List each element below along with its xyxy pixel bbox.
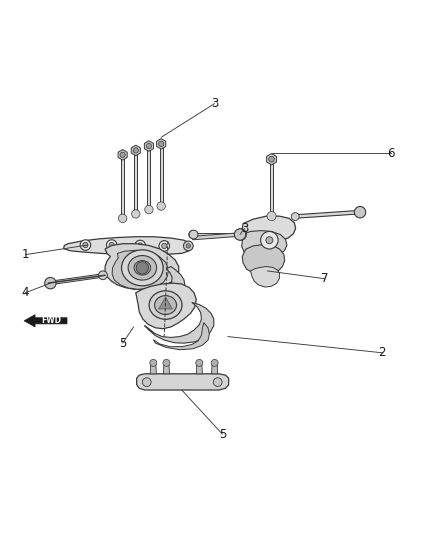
Polygon shape	[242, 245, 285, 275]
Circle shape	[150, 359, 157, 366]
Polygon shape	[164, 266, 185, 297]
Circle shape	[189, 230, 198, 239]
Polygon shape	[134, 153, 137, 214]
Circle shape	[163, 359, 170, 366]
Circle shape	[189, 231, 197, 238]
Circle shape	[196, 359, 203, 366]
Polygon shape	[195, 233, 238, 236]
Circle shape	[45, 278, 56, 289]
Circle shape	[142, 378, 151, 386]
Circle shape	[186, 244, 191, 248]
Ellipse shape	[121, 250, 163, 286]
Polygon shape	[112, 251, 169, 289]
Polygon shape	[270, 162, 273, 216]
Text: 5: 5	[119, 337, 126, 350]
Circle shape	[267, 212, 276, 221]
Polygon shape	[24, 314, 67, 327]
Circle shape	[269, 156, 274, 162]
Circle shape	[211, 359, 218, 366]
Circle shape	[133, 148, 138, 153]
Circle shape	[146, 143, 152, 149]
Text: 2: 2	[378, 346, 386, 359]
Circle shape	[291, 213, 299, 221]
Polygon shape	[196, 365, 202, 374]
Polygon shape	[105, 244, 179, 290]
Circle shape	[354, 206, 366, 218]
Circle shape	[213, 378, 222, 386]
Text: 1: 1	[21, 248, 29, 261]
Polygon shape	[193, 233, 240, 240]
Circle shape	[184, 241, 193, 251]
Polygon shape	[136, 283, 196, 329]
Polygon shape	[64, 237, 192, 255]
Polygon shape	[212, 365, 218, 374]
Text: 6: 6	[387, 147, 395, 160]
Polygon shape	[131, 145, 140, 156]
Circle shape	[131, 209, 140, 218]
Polygon shape	[251, 266, 279, 287]
Polygon shape	[294, 211, 359, 219]
Circle shape	[162, 243, 167, 248]
Polygon shape	[159, 147, 162, 206]
Ellipse shape	[134, 261, 151, 275]
Polygon shape	[242, 231, 287, 259]
Polygon shape	[49, 273, 104, 285]
Circle shape	[235, 229, 247, 240]
Circle shape	[145, 205, 153, 214]
Circle shape	[159, 141, 164, 147]
Text: 7: 7	[321, 272, 329, 285]
Circle shape	[159, 241, 170, 251]
Circle shape	[99, 271, 107, 280]
Text: 4: 4	[21, 286, 29, 300]
Circle shape	[136, 262, 148, 274]
Circle shape	[118, 214, 127, 222]
Polygon shape	[147, 149, 151, 209]
Circle shape	[120, 152, 125, 157]
Circle shape	[135, 240, 145, 251]
Polygon shape	[242, 216, 296, 242]
Circle shape	[138, 243, 143, 248]
Polygon shape	[137, 374, 229, 390]
Polygon shape	[145, 141, 153, 151]
Circle shape	[157, 202, 166, 210]
Circle shape	[109, 243, 114, 248]
Ellipse shape	[155, 296, 177, 314]
Circle shape	[266, 237, 273, 244]
Polygon shape	[118, 150, 127, 160]
Circle shape	[234, 229, 246, 240]
Polygon shape	[153, 322, 209, 350]
Polygon shape	[121, 157, 124, 219]
Circle shape	[80, 240, 91, 251]
Ellipse shape	[128, 255, 157, 280]
Polygon shape	[157, 139, 166, 149]
Circle shape	[83, 243, 88, 248]
Text: 3: 3	[241, 222, 248, 235]
Polygon shape	[165, 296, 177, 307]
Circle shape	[106, 240, 117, 251]
Polygon shape	[267, 154, 276, 165]
Text: 5: 5	[219, 428, 226, 441]
Polygon shape	[163, 365, 170, 374]
Polygon shape	[150, 365, 156, 374]
Text: 3: 3	[211, 97, 218, 110]
Polygon shape	[145, 302, 214, 343]
Text: FWD: FWD	[41, 316, 61, 325]
Circle shape	[261, 231, 278, 249]
Polygon shape	[159, 297, 173, 309]
Ellipse shape	[149, 291, 182, 319]
